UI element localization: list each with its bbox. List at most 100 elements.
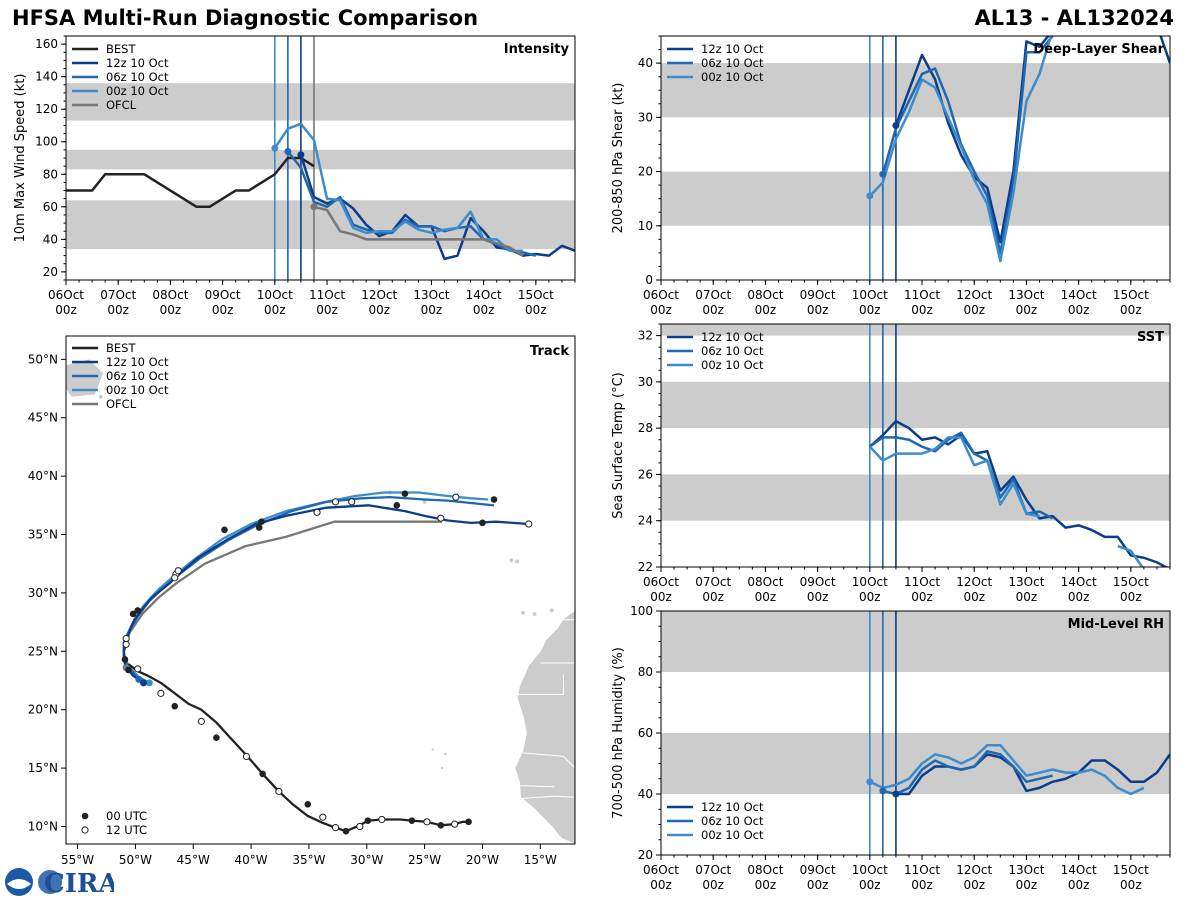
x-tick-label: 07Oct	[695, 288, 731, 302]
init-marker	[271, 144, 279, 152]
init-marker	[284, 147, 292, 155]
legend-label: 06z 10 Oct	[106, 369, 169, 383]
x-tick-label: 11Oct	[904, 863, 940, 877]
legend-label: OFCL	[106, 98, 137, 112]
track-point-12utc	[319, 813, 327, 821]
y-tick-label: 28	[638, 421, 653, 435]
legend-label: 12z 10 Oct	[701, 330, 764, 344]
x-tick-label: 14Oct	[1061, 288, 1097, 302]
y-tick-label: 22	[638, 560, 653, 574]
x-tick-label: 00z	[525, 303, 547, 317]
legend-label: 00z 10 Oct	[106, 383, 169, 397]
x-tick-label: 00z	[1068, 303, 1090, 317]
x-tick-label: 00z	[1068, 590, 1090, 604]
x-tick-label: 00z	[807, 878, 829, 892]
x-tick-label: 00z	[55, 303, 77, 317]
legend-label: 00z 10 Oct	[701, 70, 764, 84]
track-point-00utc	[490, 496, 498, 503]
init-marker	[879, 170, 887, 178]
track-point-12utc	[525, 520, 533, 528]
init-marker	[866, 778, 874, 786]
panel-title: Mid-Level RH	[1068, 617, 1164, 632]
track-point-00utc	[258, 518, 265, 525]
x-tick-label: 06Oct	[643, 288, 679, 302]
x-tick-label: 00z	[911, 303, 933, 317]
lon-tick-label: 15°W	[524, 853, 557, 867]
y-tick-label: 30	[638, 110, 653, 124]
island	[440, 766, 444, 770]
cira-logo-text: CIRA	[44, 869, 114, 898]
x-tick-label: 00z	[702, 878, 724, 892]
legend-label: 06z 10 Oct	[701, 344, 764, 358]
lon-tick-label: 30°W	[350, 853, 383, 867]
track-point-12utc	[122, 634, 130, 643]
country-border	[520, 795, 575, 799]
shaded-band	[66, 83, 575, 121]
track-line-best	[127, 663, 469, 833]
x-tick-label: 00z	[702, 590, 724, 604]
track-point-00utc	[401, 490, 409, 497]
panel-title: Deep-Layer Shear	[1033, 42, 1164, 57]
x-tick-label: 13Oct	[1008, 288, 1044, 302]
lat-tick-label: 50°N	[28, 352, 58, 366]
x-tick-label: 13Oct	[413, 288, 449, 302]
track-point-12utc	[331, 824, 340, 832]
land-newfoundland	[66, 359, 104, 397]
track-point-00utc	[171, 702, 179, 710]
x-tick-label: 08Oct	[152, 288, 188, 302]
y-tick-label: 20	[638, 165, 653, 179]
track-point-00utc	[437, 822, 445, 829]
x-tick-label: 00z	[1120, 303, 1142, 317]
x-tick-label: 00z	[911, 590, 933, 604]
x-tick-label: 06Oct	[643, 863, 679, 877]
x-tick-label: 12Oct	[956, 575, 992, 589]
legend-label: 00 UTC	[106, 809, 147, 823]
track-point-00utc	[342, 827, 350, 835]
y-tick-label: 26	[638, 467, 653, 481]
y-tick-label: 120	[35, 102, 58, 116]
lon-tick-label: 20°W	[466, 853, 499, 867]
panel-track: 55°W 50°W 45°W 40°W 35°W 30°W 25°W 20°W 15°W 10°N…	[28, 335, 576, 867]
legend-label: 12z 10 Oct	[106, 56, 169, 70]
track-point-12utc	[451, 820, 459, 828]
x-tick-label: 08Oct	[747, 575, 783, 589]
track-point-12utc	[157, 689, 165, 697]
lat-tick-label: 20°N	[28, 703, 58, 717]
x-tick-label: 00z	[1120, 590, 1142, 604]
init-marker	[892, 121, 900, 129]
y-axis-label: Sea Surface Temp (°C)	[611, 372, 626, 519]
shaded-band	[66, 149, 575, 170]
plot-area	[66, 36, 575, 280]
y-tick-label: 140	[35, 70, 58, 84]
track-point-12utc	[174, 567, 182, 575]
island	[444, 752, 447, 756]
island	[104, 386, 109, 391]
y-tick-label: 40	[43, 232, 58, 246]
y-tick-label: 0	[645, 273, 653, 287]
track-line-run12	[122, 504, 529, 684]
plot-area	[661, 324, 1170, 567]
lon-tick-label: 25°W	[408, 853, 441, 867]
track-point-12utc	[423, 818, 431, 826]
series-line-run12	[573, 248, 575, 251]
x-tick-label: 11Oct	[904, 575, 940, 589]
init-position-marker	[140, 679, 148, 687]
x-tick-label: 10Oct	[852, 288, 888, 302]
x-tick-label: 13Oct	[1008, 863, 1044, 877]
x-tick-label: 00z	[911, 878, 933, 892]
lat-tick-label: 25°N	[28, 644, 58, 658]
track-point-00utc	[125, 666, 132, 674]
axes-frame	[660, 323, 1171, 568]
shaded-band	[661, 324, 1170, 336]
y-axis-label: 10m Max Wind Speed (kt)	[13, 74, 28, 243]
x-tick-label: 00z	[755, 590, 777, 604]
lon-tick-label: 45°W	[177, 853, 210, 867]
panel-intensity: 2040608010012014016006Oct00z07Oct00z08Oc…	[13, 35, 576, 317]
init-marker	[866, 192, 874, 200]
country-border	[517, 674, 564, 696]
y-tick-label: 80	[43, 167, 58, 181]
y-tick-label: 20	[43, 265, 58, 279]
lat-tick-label: 45°N	[28, 411, 58, 425]
x-tick-label: 00z	[650, 590, 672, 604]
x-tick-label: 07Oct	[695, 863, 731, 877]
